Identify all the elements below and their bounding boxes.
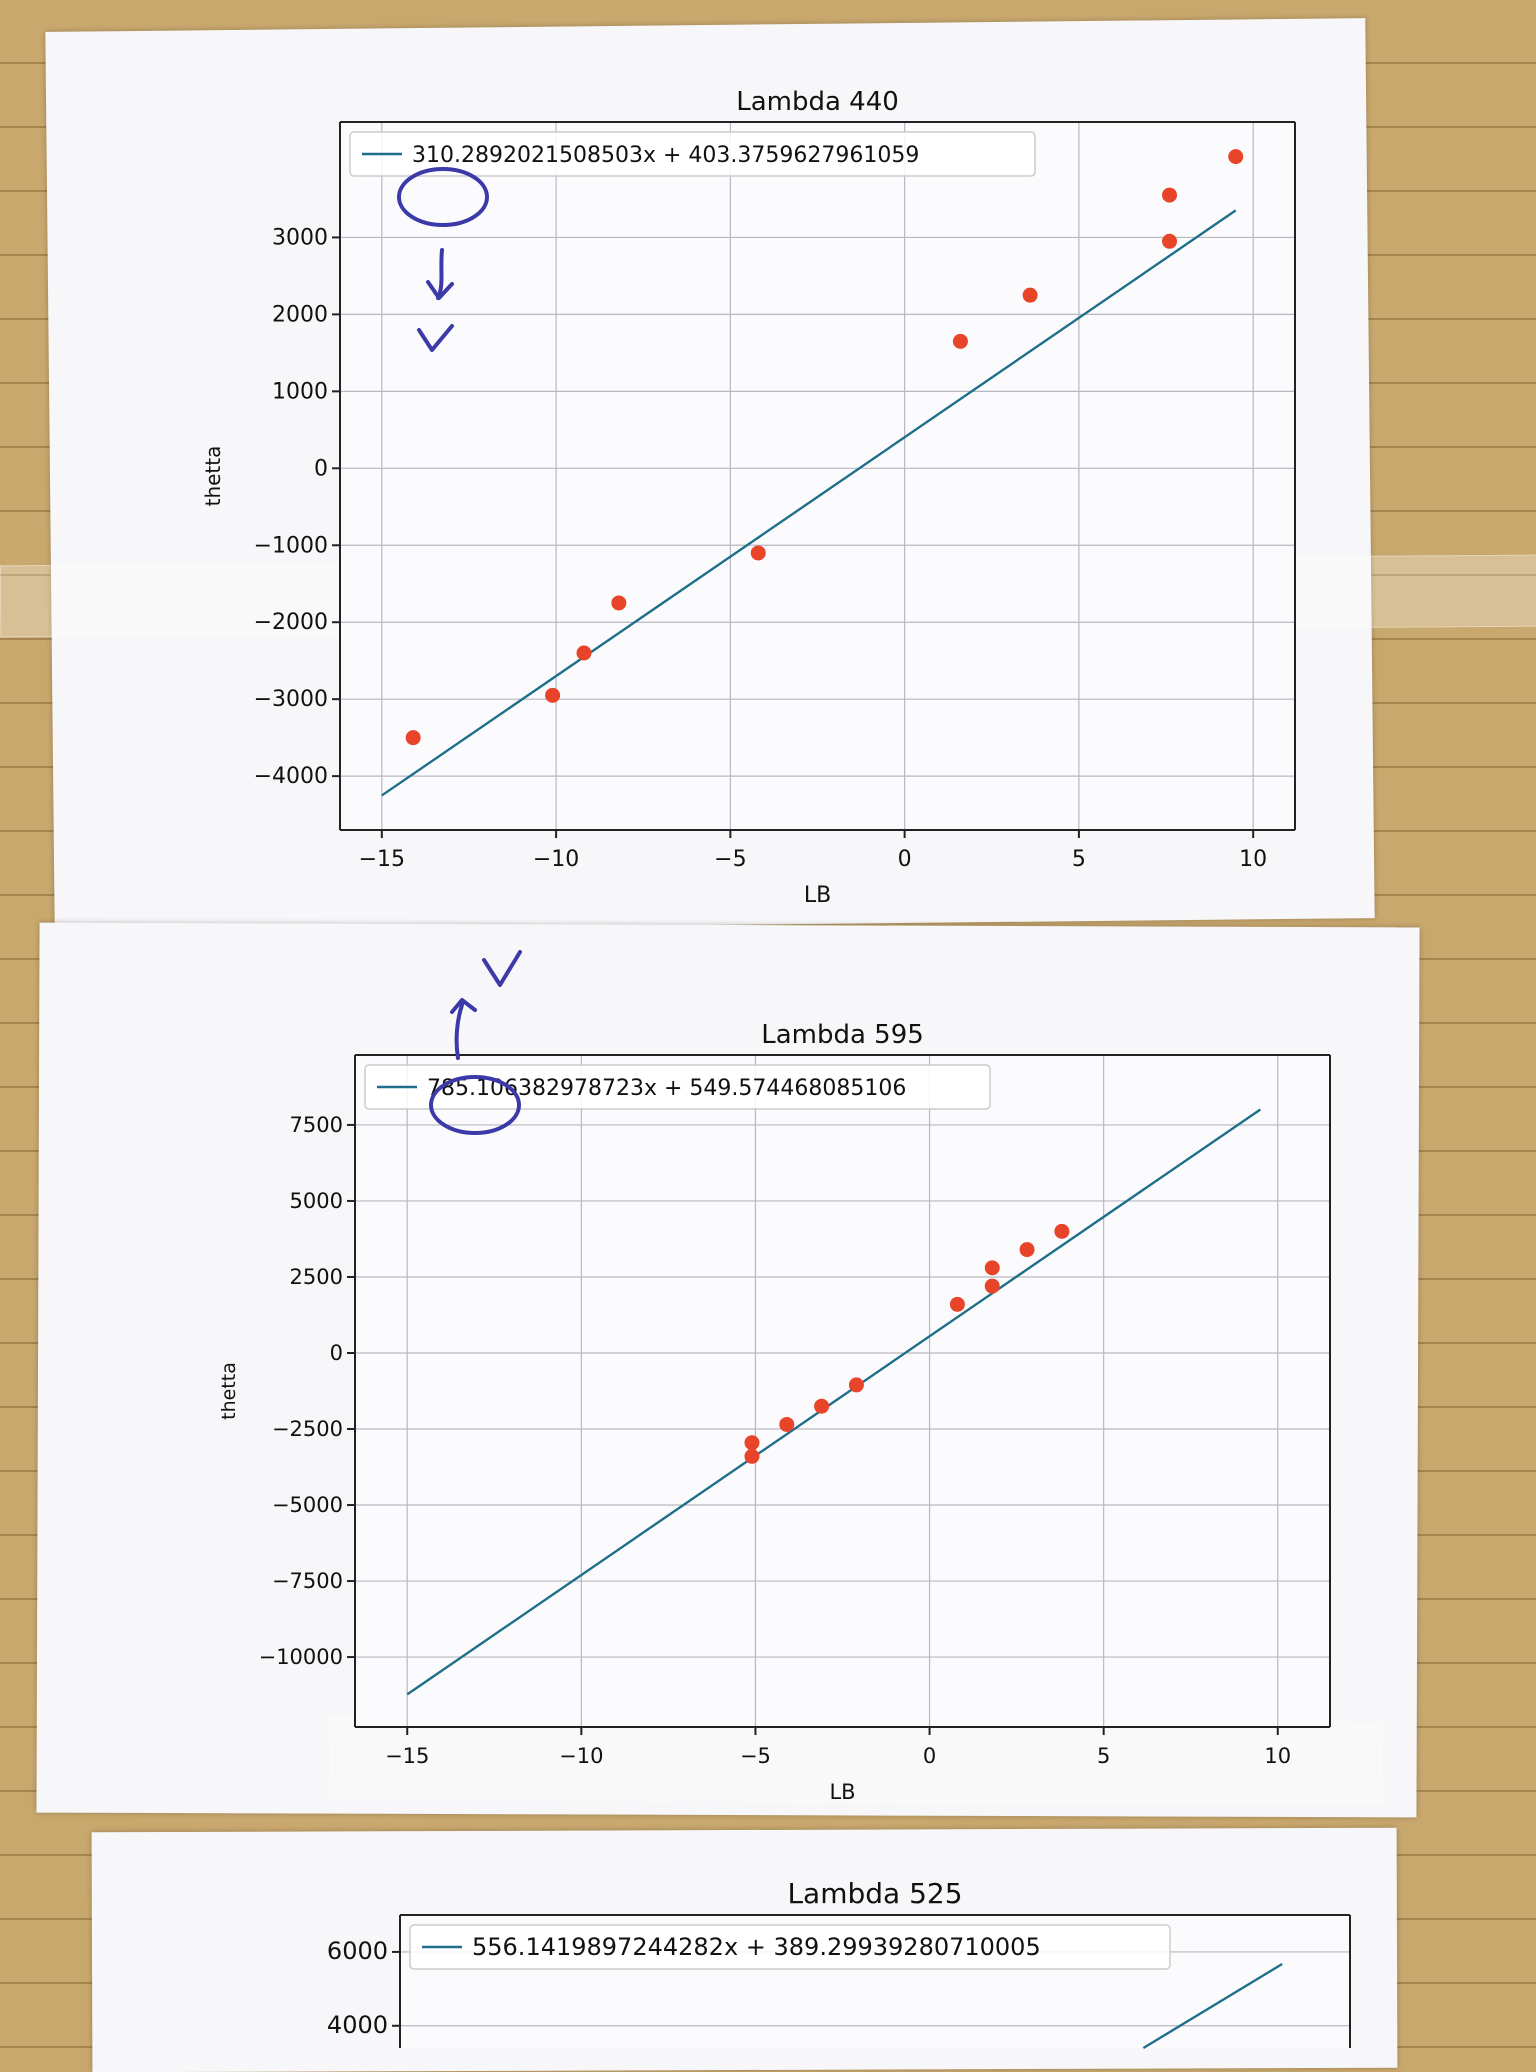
- data-point: [984, 1260, 1000, 1276]
- data-point: [750, 545, 766, 561]
- legend-box: [409, 1924, 1171, 1970]
- data-point: [779, 1416, 795, 1432]
- x-tick-label: 5: [1072, 847, 1086, 872]
- x-tick-label: −15: [359, 847, 405, 872]
- x-axis-label: LB: [829, 1780, 855, 1804]
- chart-title: Lambda 525: [787, 1877, 962, 1910]
- data-point: [576, 645, 592, 661]
- y-tick-label: 1000: [272, 379, 328, 404]
- y-axis-label: thetta: [218, 1362, 240, 1420]
- y-tick-label: −4000: [254, 764, 328, 789]
- y-tick-label: −1000: [254, 533, 328, 558]
- data-point: [744, 1435, 760, 1451]
- x-tick-label: −15: [385, 1744, 429, 1768]
- data-point: [848, 1377, 864, 1393]
- data-point: [1054, 1223, 1070, 1239]
- fit-line: [1142, 1962, 1283, 2050]
- x-tick-label: −10: [533, 847, 579, 872]
- data-point: [952, 333, 968, 349]
- ink-circle: [397, 167, 489, 227]
- y-tick-label: −5000: [272, 1493, 343, 1517]
- ink-arrow-down: [426, 248, 454, 300]
- x-tick-label: −5: [740, 1744, 771, 1768]
- y-tick-label: −2000: [254, 610, 328, 635]
- data-point: [1019, 1242, 1035, 1258]
- legend-label: 556.1419897244282x + 389.29939280710005: [472, 1933, 1041, 1961]
- data-point: [405, 730, 421, 746]
- data-point: [1162, 187, 1178, 203]
- chart-title: Lambda 595: [761, 1020, 924, 1050]
- data-point: [545, 687, 561, 703]
- y-tick-label: −3000: [254, 687, 328, 712]
- x-tick-label: 5: [1097, 1744, 1110, 1768]
- y-tick-label: −2500: [272, 1417, 343, 1441]
- x-tick-label: 0: [898, 847, 912, 872]
- ink-arrow-up: [450, 998, 477, 1060]
- y-tick-label: 7500: [290, 1113, 343, 1137]
- y-tick-label: 0: [330, 1341, 343, 1365]
- chart-title: Lambda 440: [736, 87, 899, 117]
- y-axis-label: thetta: [201, 446, 225, 507]
- data-point: [1228, 149, 1244, 165]
- legend-box: [349, 131, 1036, 177]
- ink-check: [482, 950, 522, 987]
- fit-line: [381, 209, 1237, 797]
- y-tick-label: 4000: [327, 2011, 388, 2039]
- data-point: [744, 1448, 760, 1464]
- fit-line: [406, 1108, 1262, 1696]
- data-point: [984, 1278, 1000, 1294]
- y-tick-label: 2000: [272, 302, 328, 327]
- y-tick-label: −7500: [272, 1569, 343, 1593]
- legend-label: 785.106382978723x + 549.574468085106: [427, 1076, 906, 1101]
- x-tick-label: 0: [923, 1744, 936, 1768]
- data-point: [1162, 233, 1178, 249]
- x-tick-label: −5: [714, 847, 746, 872]
- y-tick-label: −10000: [259, 1645, 343, 1669]
- data-point: [949, 1296, 965, 1312]
- legend-box: [364, 1064, 991, 1110]
- y-tick-label: 2500: [290, 1265, 343, 1289]
- data-point: [814, 1398, 830, 1414]
- y-tick-label: 3000: [272, 225, 328, 250]
- x-axis-label: LB: [804, 883, 831, 908]
- x-tick-label: −10: [559, 1744, 603, 1768]
- data-point: [611, 595, 627, 611]
- plot-area: [340, 122, 1295, 830]
- y-tick-label: 0: [314, 456, 328, 481]
- y-tick-label: 6000: [327, 1937, 388, 1965]
- x-tick-label: 10: [1239, 847, 1267, 872]
- plot-area: [355, 1055, 1330, 1727]
- ink-circle: [429, 1075, 521, 1135]
- y-tick-label: 5000: [290, 1189, 343, 1213]
- legend-label: 310.2892021508503x + 403.3759627961059: [412, 143, 919, 168]
- ink-check: [417, 324, 454, 352]
- data-point: [1022, 287, 1038, 303]
- x-tick-label: 10: [1264, 1744, 1291, 1768]
